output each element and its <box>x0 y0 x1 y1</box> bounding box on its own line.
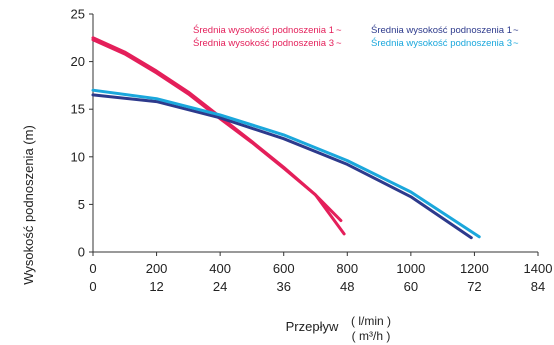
series-line-1 <box>91 38 343 223</box>
y-tick-label: 10 <box>71 149 85 164</box>
series-line-4 <box>91 88 481 239</box>
legend-symbol-1: ~ <box>336 25 342 36</box>
y-tick-label: 20 <box>71 54 85 69</box>
x-tick-label-primary: 0 <box>89 261 96 276</box>
legend-label-3: Średnia wysokość podnoszenia 1 <box>371 24 512 36</box>
x-tick-label-secondary: 36 <box>276 279 290 294</box>
x-tick-label-primary: 1400 <box>524 261 553 276</box>
x-tick-label-secondary: 12 <box>149 279 163 294</box>
y-tick-label: 15 <box>71 102 85 117</box>
y-axis-label: Wysokość podnoszenia (m) <box>21 125 36 285</box>
x-tick-label-secondary: 60 <box>404 279 418 294</box>
legend-label-1: Średnia wysokość podnoszenia 1 <box>193 24 334 36</box>
y-tick-labels: 0 5 10 15 20 25 <box>71 7 93 260</box>
series-line-3 <box>91 93 473 240</box>
legend-symbol-3: ~ <box>513 25 519 36</box>
x-unit-primary: ( l/min ) <box>351 314 391 328</box>
series-line-2 <box>91 36 346 236</box>
x-tick-label-primary: 1200 <box>460 261 489 276</box>
x-tick-label-primary: 600 <box>273 261 295 276</box>
x-tick-labels-secondary: 0 12 24 36 48 60 72 84 <box>89 279 545 294</box>
x-tick-label-primary: 800 <box>336 261 358 276</box>
chart-axes <box>92 14 538 253</box>
x-tick-labels-primary: 0 200 400 600 800 1000 1200 1400 <box>89 252 552 276</box>
legend-label-4: Średnia wysokość podnoszenia 3 <box>371 37 512 49</box>
x-tick-label-primary: 400 <box>209 261 231 276</box>
y-tick-label: 5 <box>78 197 85 212</box>
x-tick-label-secondary: 84 <box>531 279 545 294</box>
y-tick-label: 0 <box>78 245 85 260</box>
x-tick-label-primary: 200 <box>146 261 168 276</box>
series-lines <box>91 36 481 240</box>
legend: Średnia wysokość podnoszenia 1 ~Średnia w… <box>193 24 519 49</box>
x-axis-label: Przepływ <box>286 319 339 334</box>
x-unit-secondary: ( m³/h ) <box>352 329 391 343</box>
x-tick-label-secondary: 72 <box>467 279 481 294</box>
legend-symbol-2: ~ <box>336 38 342 49</box>
x-tick-label-primary: 1000 <box>396 261 425 276</box>
x-tick-label-secondary: 24 <box>213 279 227 294</box>
x-tick-label-secondary: 48 <box>340 279 354 294</box>
y-tick-label: 25 <box>71 7 85 22</box>
x-tick-label-secondary: 0 <box>89 279 96 294</box>
legend-symbol-4: ~ <box>513 38 519 49</box>
legend-label-2: Średnia wysokość podnoszenia 3 <box>193 37 334 49</box>
